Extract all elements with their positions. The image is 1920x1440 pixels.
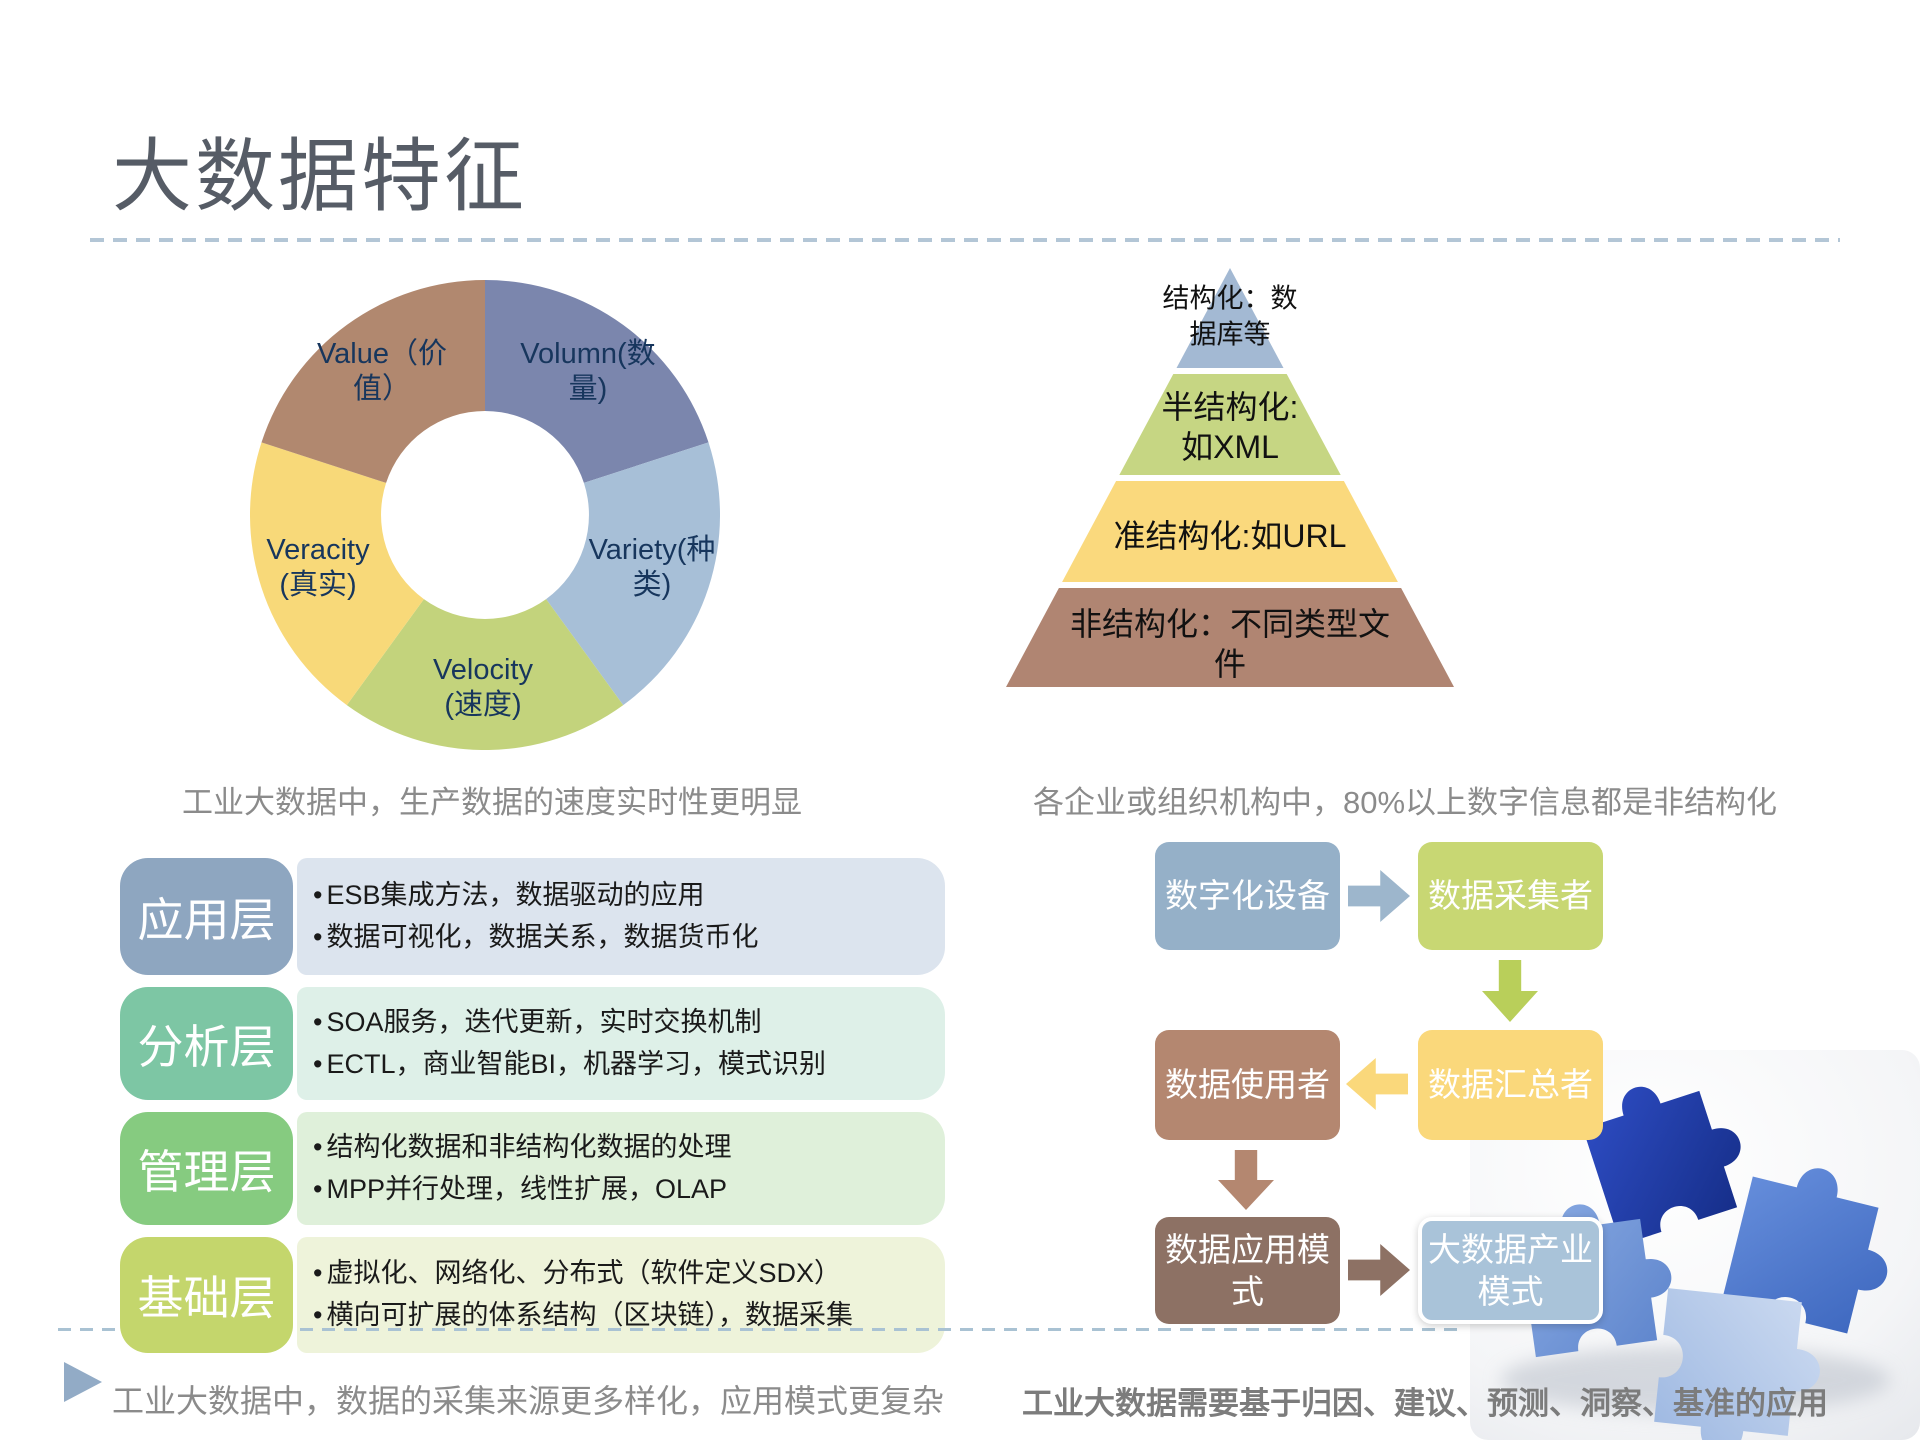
arrow-left-icon [1346,1058,1408,1110]
triangle-bullet-icon [64,1362,102,1402]
flow-box-data-collector: 数据采集者 [1418,842,1603,950]
flow-box-data-aggregator: 数据汇总者 [1418,1030,1603,1140]
title-divider-dashed-line [90,238,1840,242]
photo-background [1470,1050,1920,1440]
donut-caption: 工业大数据中，生产数据的速度实时性更明显 [182,785,802,820]
bullet-line: 数据可视化，数据关系，数据货币化 [313,917,945,959]
donut-label-volume: Volumn(数量) [520,338,656,405]
pyramid-diagram [1006,268,1454,687]
donut-slice-velocity [346,599,624,750]
donut-label-velocity: Velocity (速度) [433,654,533,721]
flow-box-data-app-mode: 数据应用模式 [1155,1217,1340,1324]
arrow-down-icon [1482,960,1538,1022]
donut-chart-5v [250,280,720,750]
pyramid-level-quasistructured [1062,481,1398,582]
layer-label-application: 应用层 [120,858,293,975]
donut-label-variety: Variety(种类) [588,534,716,601]
pyramid-level-unstructured [1006,588,1454,687]
donut-label-value: Value（价值） [316,338,448,405]
donut-slice-volume [485,280,709,483]
arrow-down-icon [1218,1150,1274,1210]
pyramid-label-structured: 结构化：数据库等 [1162,283,1298,350]
pyramid-caption: 各企业或组织机构中，80%以上数字信息都是非结构化 [1032,785,1778,820]
bullet-line: SOA服务，迭代更新，实时交换机制 [313,1002,945,1044]
bullet-line: ESB集成方法，数据驱动的应用 [313,875,945,917]
pyramid-label-quasistructured: 准结构化:如URL [1113,518,1347,554]
bullet-line: MPP并行处理，线性扩展，OLAP [313,1169,945,1211]
donut-slice-value [261,280,485,483]
flow-box-bigdata-industry-mode: 大数据产业模式 [1418,1217,1603,1324]
bullet-line: 虚拟化、网络化、分布式（软件定义SDX） [313,1253,945,1295]
layer-panel-application: ESB集成方法，数据驱动的应用 数据可视化，数据关系，数据货币化 [297,858,945,975]
arrow-right-icon [1348,1244,1410,1296]
layer-label-analysis: 分析层 [120,987,293,1100]
donut-slice-variety [546,442,720,706]
arrow-right-icon [1348,870,1410,922]
donut-slice-veracity [250,442,424,706]
layer-panel-analysis: SOA服务，迭代更新，实时交换机制 ECTL，商业智能BI，机器学习，模式识别 [297,987,945,1100]
layer-panel-management: 结构化数据和非结构化数据的处理 MPP并行处理，线性扩展，OLAP [297,1112,945,1225]
footer-note-left: 工业大数据中，数据的采集来源更多样化，应用模式更复杂 [112,1383,945,1419]
pyramid-label-unstructured: 非结构化：不同类型文件 [1069,606,1390,682]
bullet-line: 结构化数据和非结构化数据的处理 [313,1127,945,1169]
pyramid-level-structured [1176,268,1284,368]
puzzle-pieces-image [1470,1050,1920,1440]
footer-note-right: 工业大数据需要基于归因、建议、预测、洞察、基准的应用 [1022,1386,1828,1421]
footer-dashed-line [58,1328,1458,1331]
pyramid-level-semistructured [1119,374,1341,475]
bullet-line: ECTL，商业智能BI，机器学习，模式识别 [313,1044,945,1086]
layer-panel-infrastructure: 虚拟化、网络化、分布式（软件定义SDX） 横向可扩展的体系结构（区块链），数据采… [297,1237,945,1353]
flow-box-data-user: 数据使用者 [1155,1030,1340,1140]
layer-label-infrastructure: 基础层 [120,1237,293,1353]
donut-label-veracity: Veracity (真实) [266,534,370,601]
page-title: 大数据特征 [112,134,527,222]
flow-box-digital-equipment: 数字化设备 [1155,842,1340,950]
pyramid-label-semistructured: 半结构化:如XML [1161,389,1299,465]
bullet-line: 横向可扩展的体系结构（区块链），数据采集 [313,1295,945,1337]
layer-label-management: 管理层 [120,1112,293,1225]
